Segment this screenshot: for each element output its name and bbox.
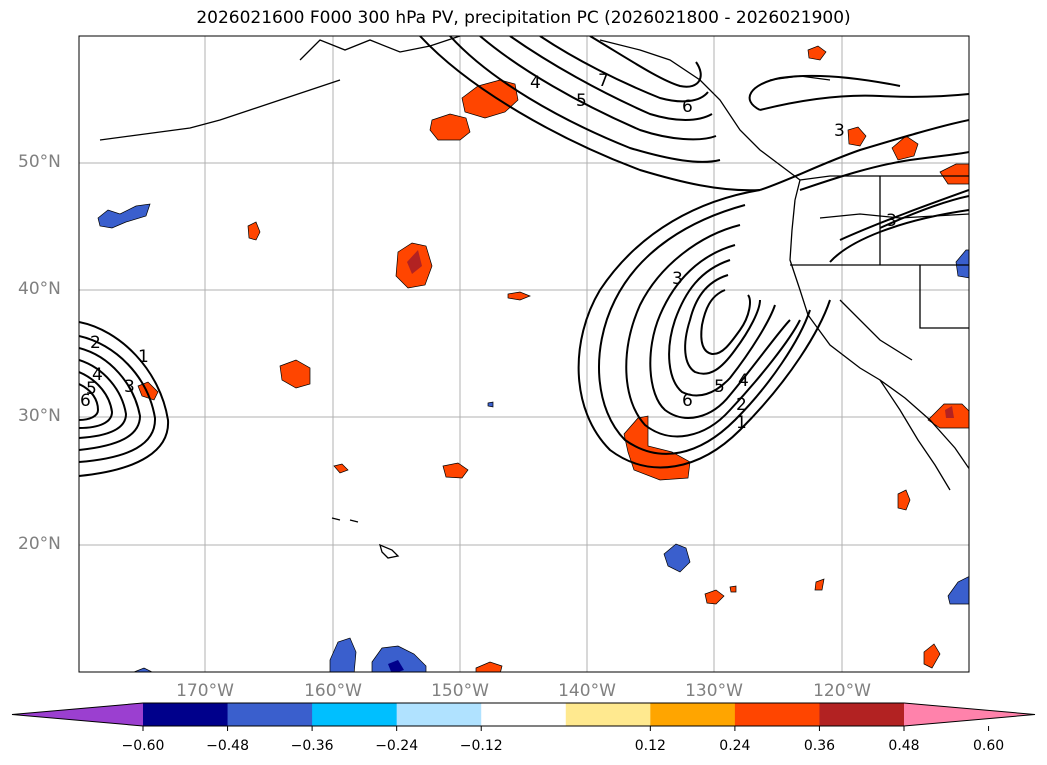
colorbar-segment xyxy=(481,703,567,726)
colorbar-tick-label: −0.60 xyxy=(121,738,165,754)
lon-label-140w: 140°W xyxy=(558,681,616,701)
colorbar-tick-label: −0.48 xyxy=(206,738,249,754)
lat-label-40n: 40°N xyxy=(18,279,61,299)
lon-label-120w: 120°W xyxy=(813,681,871,701)
contour-label-ridge-3a: 3 xyxy=(886,211,897,231)
colorbar-extend-min xyxy=(12,703,143,726)
colorbar-tick-label: −0.24 xyxy=(375,738,419,754)
contour-label-north-3: 3 xyxy=(834,121,845,141)
contour-label-trough-1: 1 xyxy=(736,413,747,433)
colorbar-segment xyxy=(143,703,229,726)
precip-negative xyxy=(97,203,969,672)
contour-label-trough-5: 5 xyxy=(714,377,725,397)
colorbar-segment xyxy=(565,703,651,726)
colorbar-tick-label: −0.36 xyxy=(290,738,334,754)
colorbar-segment xyxy=(819,703,905,726)
colorbar-tick-label: 0.48 xyxy=(888,738,920,754)
colorbar-segment xyxy=(312,703,398,726)
contour-label-west-4: 4 xyxy=(92,365,103,385)
colorbar-segment xyxy=(227,703,313,726)
map-frame-bg xyxy=(79,36,969,672)
contour-label-trough-6: 6 xyxy=(682,391,693,411)
colorbar-segment xyxy=(734,703,820,726)
contour-label-west-5: 5 xyxy=(86,379,97,399)
contour-label-ridge-3b: 3 xyxy=(672,269,683,289)
colorbar-tick-label: −0.12 xyxy=(459,738,503,754)
map-title: 2026021600 F000 300 hPa PV, precipitatio… xyxy=(196,8,851,28)
lon-label-170w: 170°W xyxy=(176,681,234,701)
colorbar xyxy=(11,702,1036,731)
lat-label-20n: 20°N xyxy=(18,534,61,554)
lat-label-30n: 30°N xyxy=(18,406,61,426)
contour-label-west-1: 1 xyxy=(138,347,149,367)
colorbar-tick-label: 0.24 xyxy=(719,738,751,754)
map-border xyxy=(78,35,970,673)
contour-label-west-2: 2 xyxy=(90,333,101,353)
lon-label-160w: 160°W xyxy=(304,681,362,701)
colorbar-extend-max xyxy=(904,703,1035,726)
colorbar-segment xyxy=(396,703,482,726)
pv-contours-trough xyxy=(577,189,831,469)
colorbar-segment xyxy=(650,703,736,726)
pv-contours-north xyxy=(419,36,969,263)
lon-label-150w: 150°W xyxy=(431,681,489,701)
colorbar-tick-label: 0.12 xyxy=(634,738,666,754)
contour-label-trough-2: 2 xyxy=(736,395,747,415)
contour-label-trough-4: 4 xyxy=(738,371,749,391)
contour-label-north-6: 6 xyxy=(682,97,693,117)
colorbar-tick-label: 0.36 xyxy=(803,738,836,754)
contour-label-west-6: 6 xyxy=(80,391,91,411)
contour-label-north-5: 5 xyxy=(576,91,587,111)
lon-label-130w: 130°W xyxy=(685,681,743,701)
contour-labels: 2 1 4 3 5 6 4 5 7 6 3 3 3 6 5 4 2 1 xyxy=(80,71,897,433)
lat-label-50n: 50°N xyxy=(18,152,61,172)
contour-label-west-3: 3 xyxy=(124,377,135,397)
pv-contours-west xyxy=(79,321,170,477)
contour-label-north-4: 4 xyxy=(530,73,541,93)
colorbar-tick-label: 0.60 xyxy=(972,738,1005,754)
gridlines xyxy=(79,36,969,672)
contour-label-north-7: 7 xyxy=(598,71,609,91)
